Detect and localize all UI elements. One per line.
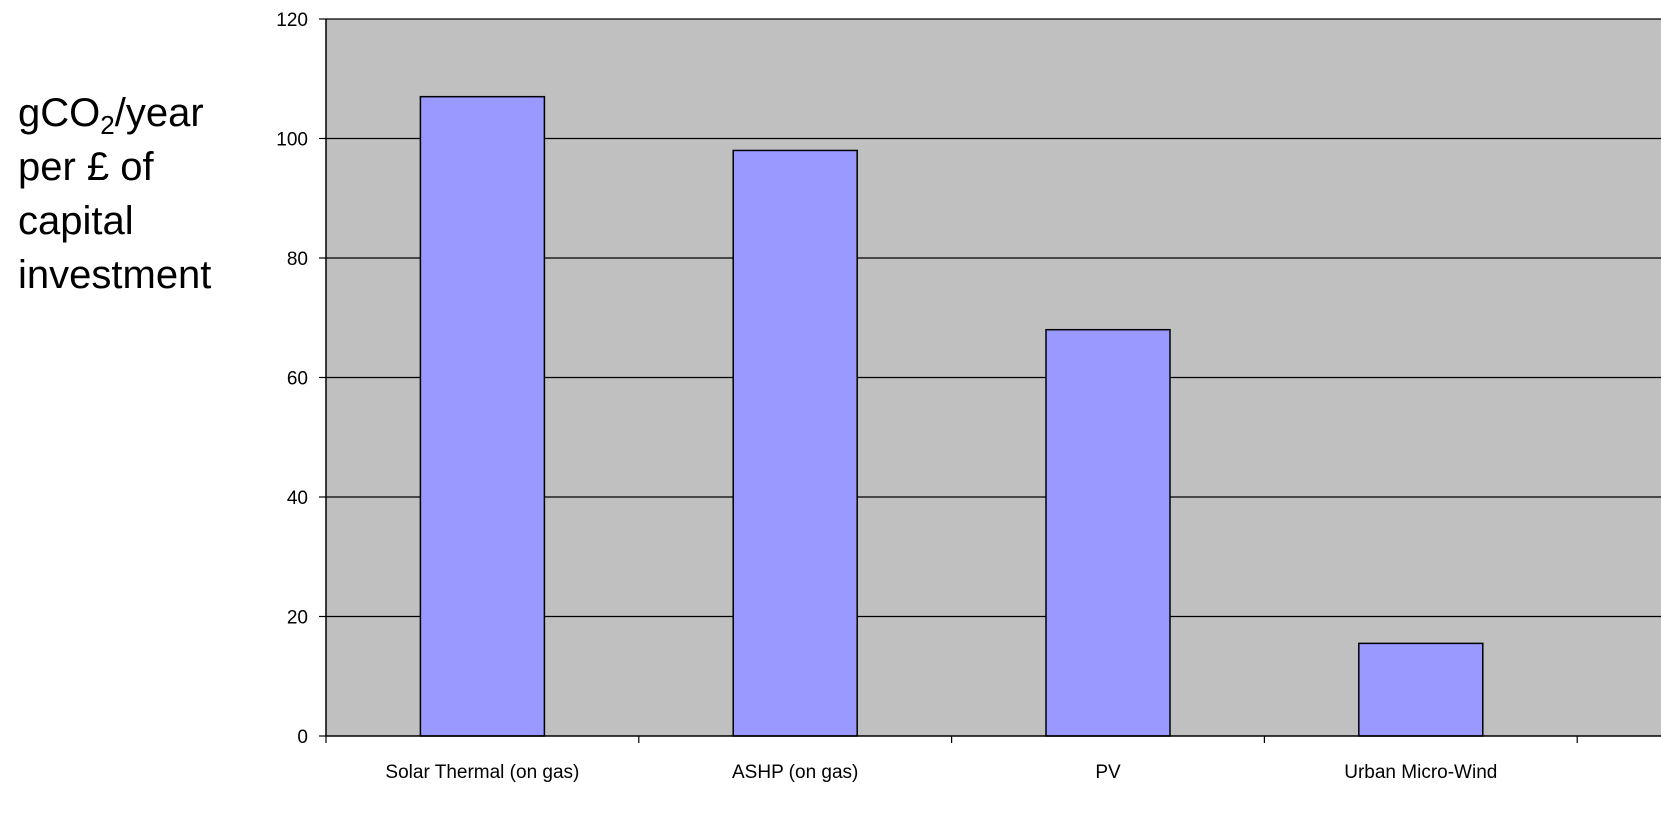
gridlines (326, 18, 1661, 618)
y-tick-label: 0 (297, 727, 308, 748)
y-tick-labels: 0 20 40 60 80 100 120 (276, 10, 308, 748)
y-tick-label: 20 (287, 608, 308, 629)
y-tick-label: 100 (276, 130, 308, 151)
y-tick-label: 60 (287, 369, 308, 390)
x-tick-label: Urban Micro-Wind (1344, 762, 1497, 783)
y-axis-label-part: per £ of (18, 145, 154, 189)
y-axis-label-part: gCO (18, 91, 101, 135)
x-tick-labels: Solar Thermal (on gas) ASHP (on gas) PV Urb… (385, 762, 1497, 783)
y-axis-label-part: capital (18, 199, 134, 243)
bar-pv (1045, 328, 1171, 737)
bars (419, 95, 1484, 737)
y-axis-label-subscript: 2 (100, 110, 115, 140)
bar-urban-micro-wind (1358, 642, 1484, 737)
x-tick-label: ASHP (on gas) (732, 762, 858, 783)
y-tick-label: 120 (276, 10, 308, 31)
y-axis-label-part: investment (18, 253, 212, 297)
y-axis-label-part: /year (114, 91, 204, 135)
x-tick-label: Solar Thermal (on gas) (385, 762, 579, 783)
y-axis-label: gCO2/year per £ of capital investment (18, 86, 268, 302)
x-tick-label: PV (1095, 762, 1121, 783)
bar-ashp-on-gas (732, 149, 858, 737)
axes (319, 18, 1661, 743)
y-tick-label: 80 (287, 249, 308, 270)
y-tick-label: 40 (287, 488, 308, 509)
bar-solar-thermal-on-gas (419, 95, 546, 737)
